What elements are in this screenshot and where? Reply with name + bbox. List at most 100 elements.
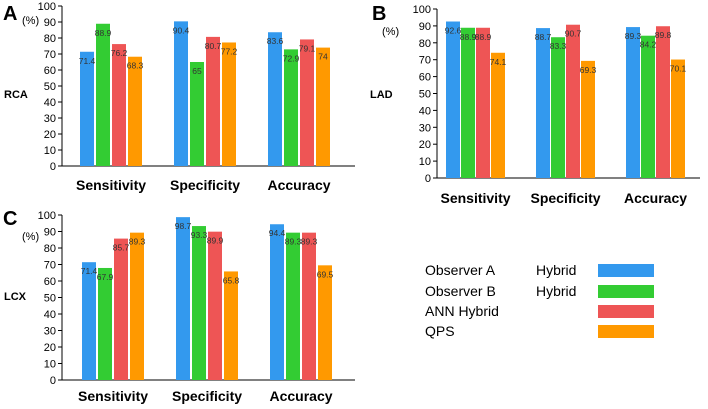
bar-observer-a-hybrid-accuracy: [270, 224, 284, 380]
data-label: 68.3: [127, 61, 144, 71]
legend-label-qps: QPS: [425, 323, 455, 339]
bar-observer-b-hybrid-sensitivity: [96, 23, 110, 167]
category-label-accuracy: Accuracy: [624, 190, 687, 206]
bar-qps-specificity: [224, 271, 238, 380]
bar-qps-accuracy: [316, 47, 330, 166]
bar-qps-accuracy: [671, 59, 685, 178]
data-label: 71.4: [81, 266, 98, 276]
data-label: 77.2: [221, 46, 238, 56]
y-tick-label: 70: [419, 55, 431, 67]
data-label: 79.1: [299, 43, 316, 53]
bar-observer-b-hybrid-accuracy: [641, 35, 655, 179]
bar-qps-sensitivity: [128, 56, 142, 166]
data-label: 88.9: [460, 32, 477, 42]
data-label: 93.3: [191, 230, 208, 240]
data-label: 92.6: [445, 26, 462, 36]
bar-observer-a-hybrid-specificity: [536, 28, 550, 178]
y-tick-label: 100: [38, 210, 56, 222]
bar-observer-a-hybrid-specificity: [176, 217, 190, 380]
data-label: 88.9: [95, 28, 112, 38]
category-label-accuracy: Accuracy: [269, 388, 332, 404]
y-tick-label: 20: [419, 139, 431, 151]
category-label-accuracy: Accuracy: [267, 177, 330, 193]
bar-observer-b-hybrid-accuracy: [284, 49, 298, 166]
data-label: 71.4: [79, 56, 96, 66]
y-unit-label-c: (%): [22, 231, 39, 243]
y-unit-label-b: (%): [382, 26, 399, 38]
bar-qps-accuracy: [318, 265, 332, 380]
y-tick-label: 100: [413, 4, 431, 16]
bar-observer-b-hybrid-sensitivity: [461, 27, 475, 178]
panel-letter-a: A: [3, 3, 17, 25]
bar-ann-hybrid-accuracy: [300, 39, 314, 166]
bar-observer-b-hybrid-specificity: [551, 37, 565, 179]
y-tick-label: 50: [419, 89, 431, 101]
data-label: 74.1: [490, 57, 507, 67]
data-label: 83.3: [550, 41, 567, 51]
bar-observer-a-hybrid-sensitivity: [446, 21, 460, 179]
y-tick-label: 60: [44, 276, 56, 288]
bar-ann-hybrid-specificity: [208, 231, 222, 380]
y-tick-label: 60: [44, 65, 56, 77]
y-tick-label: 40: [419, 105, 431, 117]
data-label: 89.9: [207, 236, 224, 246]
bar-ann-hybrid-sensitivity: [112, 44, 126, 166]
bar-observer-a-hybrid-sensitivity: [80, 51, 94, 167]
y-tick-label: 20: [44, 129, 56, 141]
data-label: 89.3: [625, 31, 642, 41]
bar-observer-a-hybrid-accuracy: [626, 27, 640, 178]
bar-qps-specificity: [222, 42, 236, 167]
bar-qps-sensitivity: [130, 232, 144, 380]
legend: Observer A Hybrid Observer B Hybrid ANN …: [425, 262, 654, 339]
artery-label-lad: LAD: [370, 89, 393, 101]
data-label: 88.9: [475, 32, 492, 42]
category-label-sensitivity: Sensitivity: [76, 177, 146, 193]
data-label: 74: [318, 52, 328, 62]
bar-observer-a-hybrid-specificity: [174, 21, 188, 166]
y-tick-label: 10: [44, 359, 56, 371]
data-label: 90.4: [173, 25, 190, 35]
y-tick-label: 0: [50, 161, 56, 173]
y-tick-label: 0: [50, 375, 56, 387]
y-tick-label: 90: [419, 21, 431, 33]
data-label: 85.7: [113, 243, 130, 253]
chart-panel-lad: 010203040506070809010092.688.988.974.1Se…: [413, 4, 700, 206]
data-label: 65.8: [223, 275, 240, 285]
bar-ann-hybrid-sensitivity: [476, 27, 490, 178]
y-tick-label: 30: [44, 113, 56, 125]
data-label: 90.7: [565, 29, 582, 39]
y-tick-label: 10: [44, 145, 56, 157]
bar-qps-specificity: [581, 60, 595, 179]
legend-label-observer-a-suffix: Hybrid: [536, 262, 576, 278]
y-tick-label: 70: [44, 49, 56, 61]
y-tick-label: 80: [419, 38, 431, 50]
y-tick-label: 100: [38, 1, 56, 13]
y-tick-label: 50: [44, 293, 56, 305]
bar-observer-b-hybrid-specificity: [192, 226, 206, 380]
legend-swatch-observer-a: [598, 264, 654, 277]
y-tick-label: 40: [44, 309, 56, 321]
chart-panels: 010203040506070809010071.488.976.268.3Se…: [38, 1, 700, 404]
data-label: 89.3: [301, 237, 318, 247]
bar-observer-b-hybrid-accuracy: [286, 232, 300, 380]
bar-ann-hybrid-specificity: [206, 36, 220, 166]
legend-label-ann-hybrid: ANN Hybrid: [425, 303, 499, 319]
category-label-specificity: Specificity: [172, 388, 242, 404]
chart-panel-rca: 0 10 20 30 40 50 60 70 80 90 100 71.4 88.9 76.2 68.3 Se…: [38, 1, 355, 193]
category-label-specificity: Specificity: [170, 177, 240, 193]
panel-letter-b: B: [372, 3, 386, 25]
bar-observer-a-hybrid-sensitivity: [82, 262, 96, 380]
data-label: 89.3: [285, 237, 302, 247]
bar-ann-hybrid-accuracy: [302, 232, 316, 380]
data-label: 72.9: [283, 53, 300, 63]
y-tick-label: 30: [44, 326, 56, 338]
artery-label-lcx: LCX: [4, 291, 27, 303]
y-tick-label: 20: [44, 342, 56, 354]
data-label: 94.4: [269, 228, 286, 238]
category-label-sensitivity: Sensitivity: [78, 388, 148, 404]
y-tick-label: 80: [44, 33, 56, 45]
y-tick-label: 10: [419, 156, 431, 168]
category-label-sensitivity: Sensitivity: [440, 190, 510, 206]
bar-observer-b-hybrid-specificity: [190, 62, 204, 166]
legend-swatch-observer-b: [598, 285, 654, 298]
